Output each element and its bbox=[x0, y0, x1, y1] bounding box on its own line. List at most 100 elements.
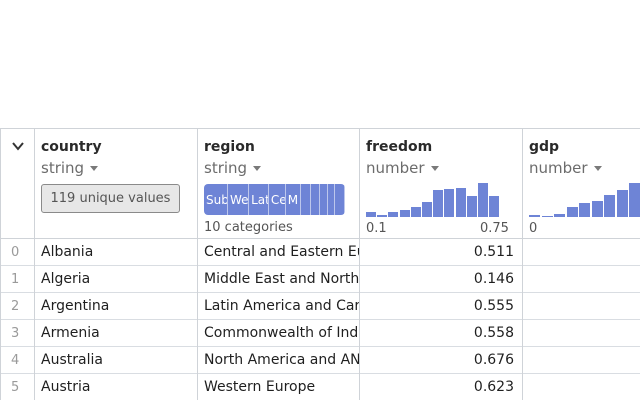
category-segment[interactable] bbox=[328, 184, 336, 215]
axis-min-label: 0 bbox=[529, 221, 538, 236]
cell-country[interactable]: Argentina bbox=[35, 293, 198, 320]
category-segment[interactable]: Lat bbox=[249, 184, 269, 215]
histogram-bar[interactable] bbox=[554, 214, 565, 217]
histogram-bar[interactable] bbox=[444, 189, 455, 217]
histogram-bar[interactable] bbox=[410, 206, 421, 217]
cell-gdp[interactable] bbox=[523, 320, 640, 347]
column-name: gdp bbox=[529, 139, 560, 155]
histogram-bar[interactable] bbox=[466, 196, 477, 217]
histogram-bar[interactable] bbox=[478, 183, 488, 217]
column-name: region bbox=[204, 139, 255, 155]
cell-region[interactable]: Latin America and Caribbean bbox=[198, 293, 360, 320]
histogram-bar[interactable] bbox=[541, 216, 553, 217]
table-row[interactable]: 4 Australia North America and ANZ 0.676 bbox=[1, 347, 640, 374]
column-header-country[interactable]: country string 119 unique values bbox=[35, 129, 198, 239]
histogram-bar[interactable] bbox=[579, 203, 590, 217]
column-type: number bbox=[366, 159, 425, 177]
cell-gdp[interactable] bbox=[523, 293, 640, 320]
row-index: 4 bbox=[1, 347, 35, 374]
histogram-bar[interactable] bbox=[616, 189, 628, 217]
table-row[interactable]: 5 Austria Western Europe 0.623 bbox=[1, 374, 640, 400]
category-segment[interactable] bbox=[311, 184, 320, 215]
cell-region[interactable]: North America and ANZ bbox=[198, 347, 360, 374]
cell-freedom[interactable]: 0.511 bbox=[360, 239, 523, 266]
row-index: 1 bbox=[1, 266, 35, 293]
cell-gdp[interactable] bbox=[523, 239, 640, 266]
cell-gdp[interactable] bbox=[523, 347, 640, 374]
row-index: 0 bbox=[1, 239, 35, 266]
chevron-down-icon[interactable] bbox=[11, 139, 25, 153]
category-count: 10 categories bbox=[204, 220, 293, 235]
caret-down-icon bbox=[593, 166, 602, 171]
column-type: string bbox=[204, 159, 248, 177]
histogram-bar[interactable] bbox=[489, 196, 500, 217]
cell-country[interactable]: Albania bbox=[35, 239, 198, 266]
histogram-bar[interactable] bbox=[604, 195, 615, 217]
collapse-toggle-cell[interactable] bbox=[1, 129, 35, 239]
histogram-bar[interactable] bbox=[566, 207, 578, 217]
table-row[interactable]: 3 Armenia Commonwealth of Independent St… bbox=[1, 320, 640, 347]
cell-country[interactable]: Algeria bbox=[35, 266, 198, 293]
cell-region[interactable]: Middle East and North Africa bbox=[198, 266, 360, 293]
histogram-bar[interactable] bbox=[455, 187, 466, 217]
category-segment[interactable]: We bbox=[228, 184, 250, 215]
table-grid: country string 119 unique values region … bbox=[0, 128, 640, 400]
category-segment[interactable]: Sub bbox=[204, 184, 228, 215]
category-segment[interactable] bbox=[335, 184, 345, 215]
column-type: number bbox=[529, 159, 588, 177]
cell-region[interactable]: Central and Eastern Europe bbox=[198, 239, 360, 266]
histogram-bar[interactable] bbox=[529, 215, 540, 217]
unique-values-summary[interactable]: 119 unique values bbox=[41, 184, 180, 213]
cell-country[interactable]: Armenia bbox=[35, 320, 198, 347]
column-type-selector[interactable]: string bbox=[204, 159, 262, 177]
histogram-bar[interactable] bbox=[399, 209, 410, 217]
cell-gdp[interactable] bbox=[523, 266, 640, 293]
column-header-freedom[interactable]: freedom number 0.1 0.75 bbox=[360, 129, 523, 239]
row-index: 3 bbox=[1, 320, 35, 347]
column-header-region[interactable]: region string Sub We Lat Ce M 10 categories bbox=[198, 129, 360, 239]
data-table: country string 119 unique values region … bbox=[0, 128, 640, 400]
column-name: country bbox=[41, 139, 102, 155]
histogram-bar[interactable] bbox=[591, 200, 603, 217]
caret-down-icon bbox=[430, 166, 439, 171]
histogram-bar[interactable] bbox=[422, 201, 432, 217]
row-index: 2 bbox=[1, 293, 35, 320]
column-type-selector[interactable]: number bbox=[529, 159, 602, 177]
caret-down-icon bbox=[90, 166, 99, 171]
histogram-gdp[interactable] bbox=[529, 179, 640, 217]
cell-region[interactable]: Western Europe bbox=[198, 374, 360, 400]
row-index: 5 bbox=[1, 374, 35, 400]
histogram-bar[interactable] bbox=[433, 190, 444, 217]
cell-freedom[interactable]: 0.146 bbox=[360, 266, 523, 293]
histogram-bar[interactable] bbox=[377, 215, 388, 217]
table-row[interactable]: 2 Argentina Latin America and Caribbean … bbox=[1, 293, 640, 320]
cell-country[interactable]: Austria bbox=[35, 374, 198, 400]
category-segment[interactable] bbox=[301, 184, 312, 215]
cell-freedom[interactable]: 0.555 bbox=[360, 293, 523, 320]
category-segment[interactable] bbox=[320, 184, 329, 215]
cell-country[interactable]: Australia bbox=[35, 347, 198, 374]
column-name: freedom bbox=[366, 139, 433, 155]
column-header-gdp[interactable]: gdp number 0 bbox=[523, 129, 640, 239]
table-row[interactable]: 0 Albania Central and Eastern Europe 0.5… bbox=[1, 239, 640, 266]
caret-down-icon bbox=[253, 166, 262, 171]
axis-min-label: 0.1 bbox=[366, 221, 387, 236]
histogram-freedom[interactable] bbox=[366, 179, 508, 217]
column-type-selector[interactable]: number bbox=[366, 159, 439, 177]
cell-gdp[interactable] bbox=[523, 374, 640, 400]
category-segment[interactable]: Ce bbox=[269, 184, 286, 215]
histogram-bar[interactable] bbox=[629, 183, 640, 217]
cell-freedom[interactable]: 0.623 bbox=[360, 374, 523, 400]
category-segment[interactable]: M bbox=[286, 184, 302, 215]
cell-freedom[interactable]: 0.558 bbox=[360, 320, 523, 347]
column-type: string bbox=[41, 159, 85, 177]
cell-region[interactable]: Commonwealth of Independent States bbox=[198, 320, 360, 347]
category-distribution-bar[interactable]: Sub We Lat Ce M bbox=[204, 184, 345, 215]
header-row: country string 119 unique values region … bbox=[1, 129, 640, 239]
column-type-selector[interactable]: string bbox=[41, 159, 99, 177]
histogram-bar[interactable] bbox=[366, 212, 376, 217]
histogram-bar[interactable] bbox=[388, 212, 399, 217]
table-row[interactable]: 1 Algeria Middle East and North Africa 0… bbox=[1, 266, 640, 293]
axis-max-label: 0.75 bbox=[480, 221, 509, 236]
cell-freedom[interactable]: 0.676 bbox=[360, 347, 523, 374]
